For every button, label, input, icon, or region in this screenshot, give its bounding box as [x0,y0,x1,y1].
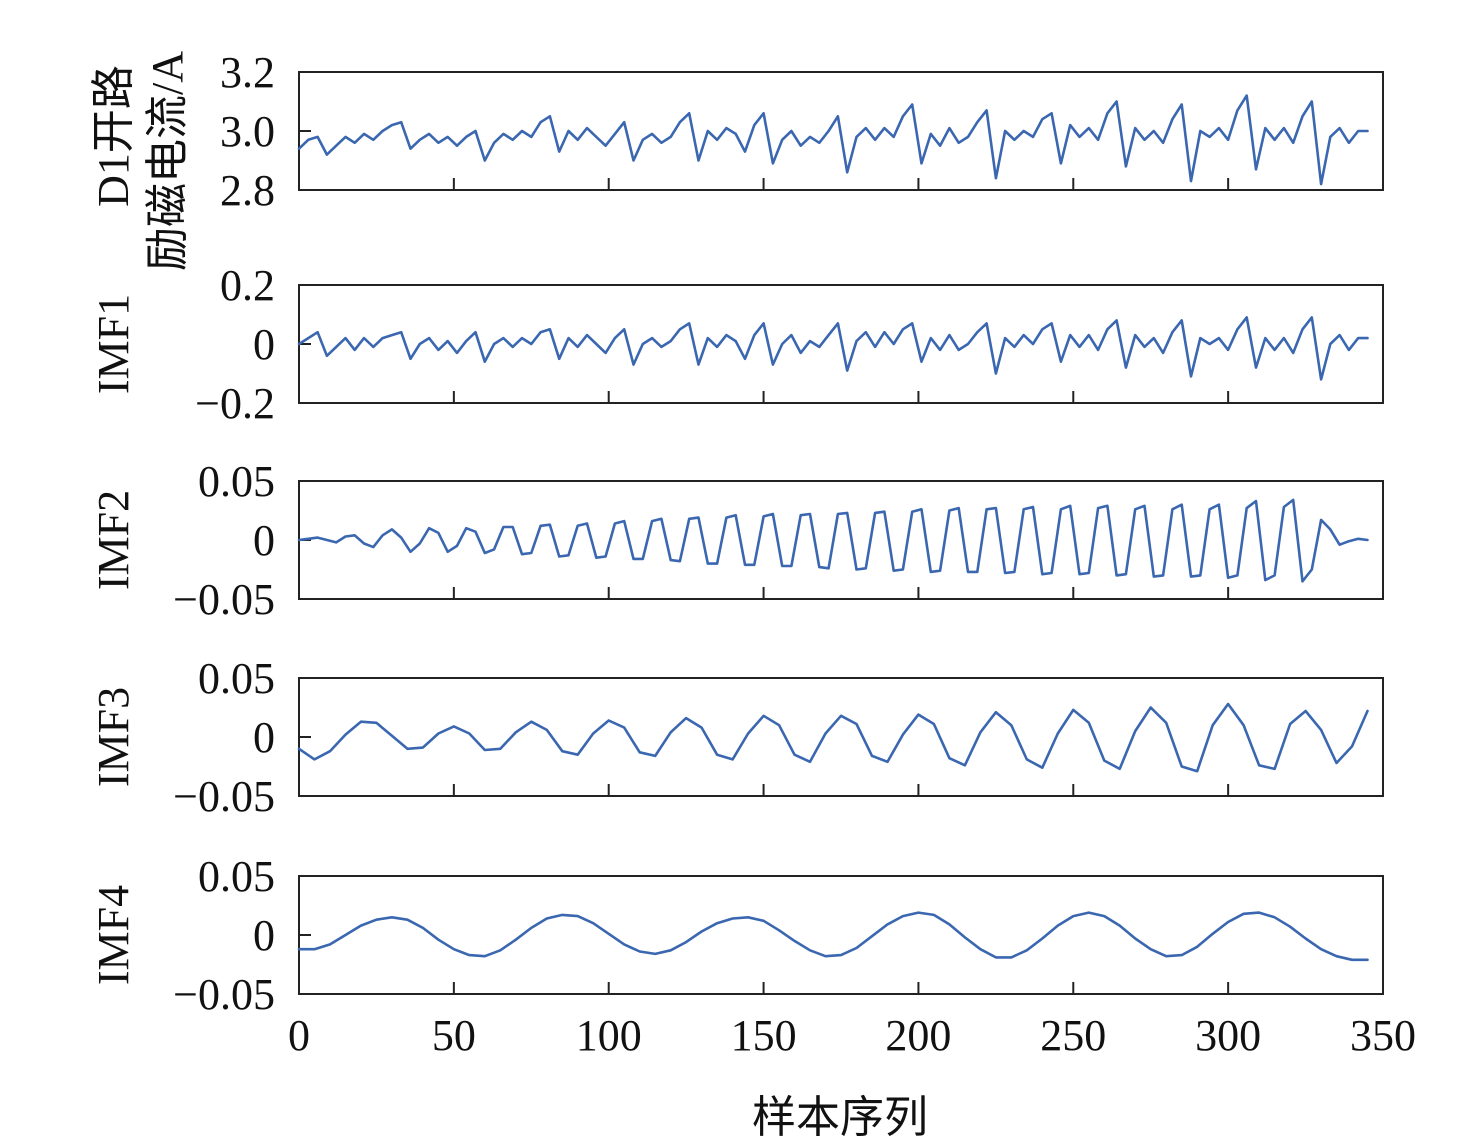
panel-1: 2.8 3.0 3.2 D1开路 励磁电流/A [89,48,1384,271]
y-tick-label: −0.05 [173,970,275,1019]
panel-3: −0.05 0 0.05 IMF2 [89,457,1384,624]
x-axis: 0 50 100 150 200 250 300 350 [288,1011,1416,1060]
plot-frame [298,677,1384,797]
plot-frame [298,875,1384,995]
x-tick-label: 250 [1040,1011,1106,1060]
x-tick-label: 50 [432,1011,476,1060]
y-axis-title: IMF2 [89,490,138,590]
y-axis-title: IMF3 [89,687,138,787]
series-line-panel-5 [297,911,1369,962]
plot-frame [298,480,1384,600]
y-tick-label: 0.05 [198,457,275,506]
panel-2: −0.2 0 0.2 IMF1 [89,261,1384,428]
y-tick-label: 3.2 [220,48,275,97]
x-axis-title: 样本序列 [752,1093,928,1142]
y-tick-label: 2.8 [220,166,275,215]
y-axis-title: IMF4 [89,885,138,985]
x-tick-label: 100 [576,1011,642,1060]
y-tick-label: −0.05 [173,575,275,624]
x-tick-label: 0 [288,1011,310,1060]
y-tick-label: 0.05 [198,852,275,901]
y-tick-label: 0 [253,320,275,369]
panel-4: −0.05 0 0.05 IMF3 [89,654,1384,821]
x-tick-label: 150 [731,1011,797,1060]
x-tick-label: 200 [885,1011,951,1060]
y-axis-title-line2: 励磁电流/A [143,51,192,271]
y-axis-title: IMF1 [89,294,138,394]
series-line-panel-3 [297,498,1369,583]
y-tick-label: 0 [253,713,275,762]
y-tick-label: −0.05 [173,772,275,821]
y-tick-label: 0 [253,516,275,565]
series-line-panel-1 [297,94,1369,186]
series-line-panel-4 [297,702,1369,773]
panels: 2.8 3.0 3.2 D1开路 励磁电流/A −0.2 0 0.2 IMF1 −0.05 0 0.0… [89,48,1384,1019]
y-tick-label: −0.2 [195,379,275,428]
y-tick-label: 0.05 [198,654,275,703]
panel-5: −0.05 0 0.05 IMF4 [89,852,1384,1019]
x-tick-label: 300 [1195,1011,1261,1060]
y-tick-label: 0 [253,911,275,960]
series-line-panel-2 [297,316,1369,381]
x-tick-label: 350 [1350,1011,1416,1060]
y-axis-title-line1: D1开路 [89,65,138,207]
y-tick-label: 3.0 [220,107,275,156]
y-tick-label: 0.2 [220,261,275,310]
